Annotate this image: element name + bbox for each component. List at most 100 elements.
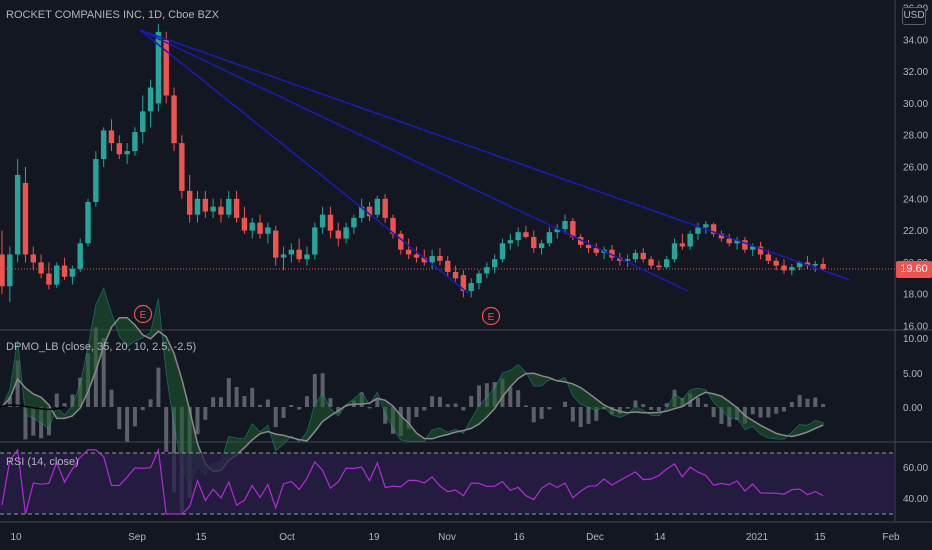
histogram-bar [437, 396, 442, 407]
candle-body [202, 198, 209, 212]
candle-body [632, 252, 639, 260]
candle [163, 31, 169, 104]
histogram-bar [703, 403, 708, 407]
price-tick: 26.00 [903, 163, 928, 174]
dpmo-tick: 0.00 [903, 403, 923, 414]
price-tick: 28.00 [903, 131, 928, 142]
price-axis[interactable]: 36.0034.0032.0030.0028.0026.0024.0022.00… [903, 4, 928, 333]
rsi-indicator-title[interactable]: RSI (14, close) [6, 456, 79, 468]
time-tick: 16 [513, 532, 525, 543]
candle [124, 143, 130, 164]
trendline-1[interactable] [139, 29, 469, 294]
last-price-label: 19.60 [896, 261, 932, 278]
candle-body [664, 259, 670, 268]
candle-body [413, 254, 420, 258]
earnings-marker[interactable]: E [133, 304, 153, 324]
candle [554, 224, 560, 239]
dpmo-axis[interactable]: 10.00 5.00 0.00 [903, 334, 928, 414]
rsi-pane[interactable]: 60.00 40.00 [0, 447, 928, 515]
time-axis[interactable]: 10 Sep 15 Oct 19 Nov 16 Dec 14 2021 15 Feb [10, 532, 900, 543]
candle-body [429, 256, 435, 263]
trendline-drawings[interactable] [139, 29, 851, 294]
histogram-bar [531, 407, 536, 423]
histogram-bar [7, 396, 12, 407]
histogram-bar [594, 407, 599, 421]
histogram-bar [62, 403, 67, 407]
candle-body [210, 206, 216, 212]
histogram-bar [758, 407, 763, 418]
candle-body [757, 246, 764, 255]
candle [781, 259, 787, 274]
trendline-3[interactable] [139, 29, 851, 281]
candle [382, 194, 388, 223]
candle-body [750, 246, 756, 250]
candle [257, 214, 263, 239]
histogram-bar [101, 337, 106, 407]
histogram-bar [453, 403, 458, 407]
candle [304, 246, 310, 266]
histogram-bar [469, 395, 474, 407]
candle [77, 238, 83, 272]
histogram-bar [54, 393, 59, 407]
candle [85, 198, 91, 247]
histogram-bar [218, 397, 223, 407]
candle [288, 243, 295, 263]
candle [445, 256, 451, 277]
trendline-2[interactable] [139, 29, 689, 292]
candle [54, 262, 60, 288]
earnings-marker[interactable]: E [481, 306, 501, 326]
candle [538, 240, 545, 255]
candle-body [132, 132, 138, 152]
candle [624, 254, 631, 268]
candle [452, 265, 459, 282]
histogram-bar [70, 394, 75, 407]
candle-body [765, 254, 772, 261]
dpmo-indicator-pane[interactable]: 10.00 5.00 0.00 [0, 287, 928, 513]
candle-body [124, 151, 130, 155]
candle-body [531, 236, 537, 249]
rsi-axis[interactable]: 60.00 40.00 [903, 463, 928, 505]
price-pane[interactable]: E E 36.0034.0032.0030.0028.0026.0024.002… [0, 4, 928, 333]
candle-body [265, 227, 271, 234]
candle [437, 248, 443, 266]
candle-body [507, 240, 513, 244]
candle-body [562, 221, 568, 230]
histogram-bar [664, 403, 669, 407]
candle-body [585, 244, 592, 249]
candle [179, 135, 185, 199]
time-tick: Dec [586, 532, 604, 543]
candle-body [312, 227, 318, 255]
pane-separators[interactable] [0, 0, 932, 523]
candle [202, 190, 209, 218]
dpmo-zero-line [0, 404, 66, 411]
histogram-bar [711, 407, 716, 418]
histogram-bar [344, 406, 349, 407]
candle-body [0, 254, 5, 287]
histogram-bar [258, 404, 263, 407]
rsi-tick: 60.00 [903, 463, 928, 474]
currency-button[interactable]: USD [902, 7, 926, 25]
symbol-title[interactable]: ROCKET COMPANIES INC, 1D, Cboe BZX [6, 9, 219, 21]
candle-body [718, 233, 725, 239]
histogram-bar [140, 407, 145, 411]
histogram-bar [414, 407, 419, 417]
dpmo-indicator-title[interactable]: DPMO_LB (close, 35, 20, 10, 2.5, -2.5) [6, 341, 197, 353]
candle-body [351, 217, 357, 228]
candle [116, 135, 122, 160]
candlestick-series [0, 23, 826, 303]
candle [359, 198, 365, 223]
candle-body [288, 249, 295, 255]
candle-body [648, 259, 654, 266]
histogram-bar [375, 399, 380, 407]
histogram-bar [250, 387, 255, 407]
candle [710, 222, 717, 237]
histogram-bar [132, 407, 137, 427]
candle [804, 256, 811, 269]
candle [460, 270, 467, 298]
candle-body [140, 111, 146, 133]
candle [327, 206, 334, 239]
candle-body [186, 190, 193, 215]
candle-body [382, 198, 388, 218]
